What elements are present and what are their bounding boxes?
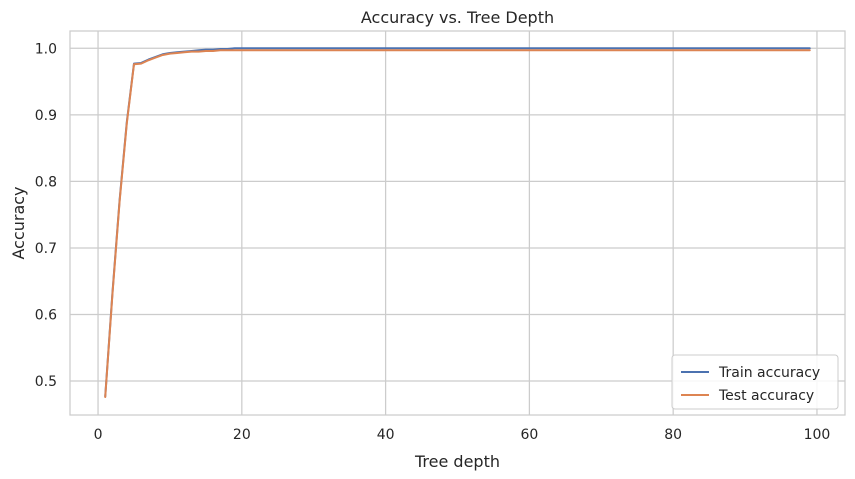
legend-label-test: Test accuracy [718,388,814,404]
x-tick-label: 20 [233,427,251,443]
legend-label-train: Train accuracy [718,365,820,381]
y-tick-label: 0.9 [35,108,57,124]
x-tick-label: 0 [94,427,103,443]
legend-box [671,354,839,410]
legend: Train accuracy Test accuracy [671,354,839,410]
plot-area-frame [69,30,846,416]
x-axis-label: Tree depth [414,452,500,471]
y-tick-label: 1.0 [35,41,57,57]
x-tick-label: 100 [804,427,831,443]
series-lines [104,47,811,399]
x-tick-label: 80 [664,427,682,443]
x-tick-label: 40 [377,427,395,443]
y-tick-label: 0.7 [35,241,57,257]
y-tick-label: 0.8 [35,174,57,190]
series-line-test [104,49,811,399]
y-tick-label: 0.6 [35,308,57,324]
chart-title: Accuracy vs. Tree Depth [361,8,554,27]
x-tick-label: 60 [520,427,538,443]
y-tick-label: 0.5 [35,374,57,390]
y-axis-label: Accuracy [9,186,28,259]
tick-labels: 0 20 40 60 80 100 0.5 0.6 0.7 0.8 0.9 1.0 [35,41,831,443]
